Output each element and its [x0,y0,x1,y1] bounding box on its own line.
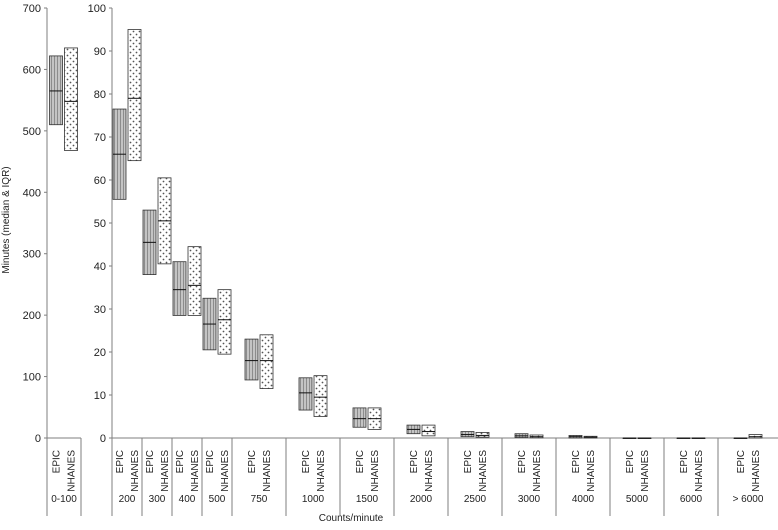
series-label-nhanes: NHANES [478,450,489,492]
left-y-tick-label: 600 [23,64,41,76]
series-label-nhanes: NHANES [130,450,141,492]
left-y-tick-label: 400 [23,187,41,199]
right-y-tick-label: 70 [94,132,106,144]
series-label-epic: EPIC [52,450,63,473]
series-label-nhanes: NHANES [316,450,327,492]
series-label-nhanes: NHANES [190,450,201,492]
epic-iqr-box [244,338,259,381]
epic-iqr-box [298,377,313,411]
series-label-nhanes: NHANES [640,450,651,492]
category-label: 2500 [464,494,487,505]
left-y-tick-label: 500 [23,126,41,138]
category-label: 1000 [302,494,325,505]
left-y-tick-label: 300 [23,249,41,261]
right-y-tick-label: 0 [100,433,106,445]
series-label-epic: EPIC [736,450,747,473]
nhanes-iqr-box [217,289,232,355]
right-y-tick-label: 30 [94,304,106,316]
right-y-tick-label: 10 [94,390,106,402]
left-y-tick-label: 700 [23,3,41,15]
category-label: 750 [251,494,268,505]
category-label: 6000 [680,494,703,505]
labels-layer: Counts/minute Minutes (median & IQR) 0 10… [1,3,764,524]
right-y-tick-label: 60 [94,175,106,187]
category-label: > 6000 [733,494,764,505]
right-y-tick-label: 50 [94,218,106,230]
series-label-epic: EPIC [571,450,582,473]
left-y-tick-label: 0 [35,433,41,445]
series-label-epic: EPIC [679,450,690,473]
series-label-nhanes: NHANES [160,450,171,492]
category-label: 400 [179,494,196,505]
nhanes-iqr-box [313,375,328,417]
nhanes-iqr-box [259,334,274,389]
nhanes-iqr-box [475,432,490,438]
epic-iqr-box [352,407,367,428]
series-label-epic: EPIC [625,450,636,473]
series-label-epic: EPIC [301,450,312,473]
series-label-nhanes: NHANES [220,450,231,492]
left-y-tick-label: 100 [23,372,41,384]
category-label: 200 [119,494,136,505]
series-label-nhanes: NHANES [370,450,381,492]
category-label: 5000 [626,494,649,505]
series-label-nhanes: NHANES [532,450,543,492]
series-label-nhanes: NHANES [751,450,762,492]
series-label-nhanes: NHANES [694,450,705,492]
series-label-epic: EPIC [463,450,474,473]
category-label: 300 [149,494,166,505]
series-label-nhanes: NHANES [424,450,435,492]
nhanes-iqr-box [421,424,436,437]
nhanes-iqr-box [127,29,142,162]
series-label-nhanes: NHANES [262,450,273,492]
category-label: 500 [209,494,226,505]
right-y-tick-label: 40 [94,261,106,273]
nhanes-iqr-box [64,47,78,151]
series-label-epic: EPIC [517,450,528,473]
x-axis-title: Counts/minute [319,513,384,524]
series-label-nhanes: NHANES [67,450,78,492]
left-y-tick-label: 200 [23,310,41,322]
series-label-epic: EPIC [247,450,258,473]
epic-iqr-box [49,55,63,126]
series-label-epic: EPIC [115,450,126,473]
category-label: 1500 [356,494,379,505]
right-y-tick-label: 100 [88,3,106,15]
y-axis-title: Minutes (median & IQR) [1,166,12,273]
series-label-epic: EPIC [205,450,216,473]
category-label: 0-100 [51,494,77,505]
chart-frame [44,7,778,516]
series-label-epic: EPIC [175,450,186,473]
series-label-epic: EPIC [355,450,366,473]
series-label-nhanes: NHANES [586,450,597,492]
right-y-tick-label: 90 [94,46,106,58]
epic-iqr-box [172,261,187,316]
category-label: 2000 [410,494,433,505]
right-y-tick-label: 20 [94,347,106,359]
boxes-layer [49,29,763,440]
category-label: 4000 [572,494,595,505]
series-label-epic: EPIC [145,450,156,473]
series-label-epic: EPIC [409,450,420,473]
right-y-tick-label: 80 [94,89,106,101]
nhanes-iqr-box [187,246,202,316]
category-label: 3000 [518,494,541,505]
